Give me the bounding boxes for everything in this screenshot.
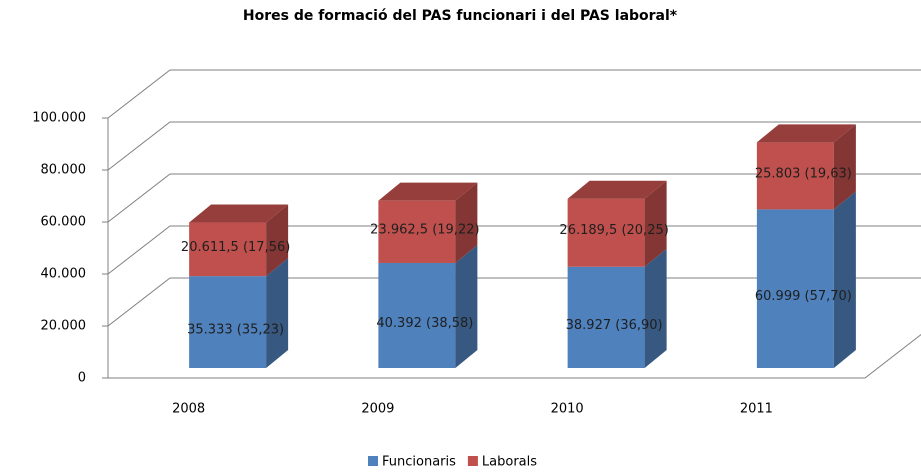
bar-side: [266, 204, 289, 277]
grid-line: [108, 334, 921, 379]
value-label: 25.803 (19,63): [755, 166, 852, 181]
x-tick-label: 2008: [172, 402, 205, 417]
bar-front: [756, 142, 834, 210]
y-tick-label: 100.000: [32, 111, 86, 126]
x-tick-label: 2009: [361, 402, 394, 417]
bar-side: [644, 248, 667, 368]
bar-top: [756, 124, 856, 143]
legend-label: Funcionaris: [382, 455, 456, 470]
bar-top: [567, 180, 667, 199]
bar-front: [378, 262, 456, 368]
x-tick-label: 2010: [551, 402, 584, 417]
bar-front: [756, 209, 834, 368]
bar-front: [378, 200, 456, 263]
value-label: 40.392 (38,58): [376, 316, 473, 331]
chart-title: Hores de formació del PAS funcionari i d…: [243, 8, 678, 24]
y-tick-label: 0: [78, 371, 86, 386]
bar-front: [567, 266, 645, 368]
y-tick-label: 60.000: [41, 215, 87, 230]
bar-top: [189, 204, 289, 223]
grid-line: [107, 121, 921, 171]
y-tick-label: 20.000: [41, 319, 87, 334]
bar-side: [644, 180, 667, 267]
bar-side: [833, 124, 856, 210]
bar-side: [455, 182, 478, 263]
value-label: 38.927 (36,90): [566, 318, 663, 333]
value-label: 23.962,5 (19,22): [370, 222, 479, 237]
bar-side: [455, 244, 478, 368]
value-label: 26.189,5 (20,25): [559, 223, 668, 238]
bar-side: [833, 191, 856, 368]
grid-line: [107, 173, 921, 223]
legend-swatch: [467, 456, 478, 466]
bar-front: [189, 276, 267, 368]
bar-side: [266, 258, 289, 368]
y-tick-label: 80.000: [41, 163, 87, 178]
bar-front: [189, 222, 267, 277]
legend-label: Laborals: [482, 455, 537, 470]
grid-line: [107, 277, 921, 327]
grid-line: [107, 69, 921, 119]
bar-front: [567, 198, 645, 267]
value-label: 20.611,5 (17,56): [181, 240, 290, 255]
x-tick-label: 2011: [740, 402, 773, 417]
legend-swatch: [368, 456, 378, 466]
bar-top: [378, 182, 478, 201]
value-label: 35.333 (35,23): [187, 323, 284, 338]
y-tick-label: 40.000: [41, 267, 87, 282]
value-label: 60.999 (57,70): [755, 289, 852, 304]
grid-line: [107, 225, 921, 275]
